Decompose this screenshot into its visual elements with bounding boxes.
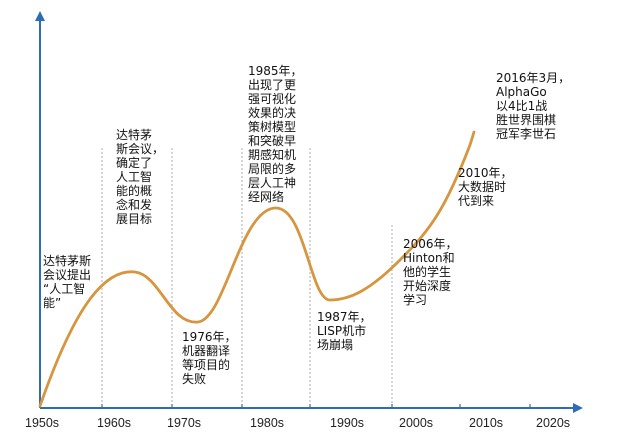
x-tick-label-1960s: 1960s xyxy=(97,416,131,430)
x-tick-label-2010s: 2010s xyxy=(469,416,503,430)
x-tick-label-2000s: 2000s xyxy=(399,416,433,430)
annotation-1976-translation-failure: 1976年， 机器翻译 等项目的 失败 xyxy=(182,330,237,386)
x-tick-label-1990s: 1990s xyxy=(330,416,364,430)
x-tick-label-1970s: 1970s xyxy=(167,416,201,430)
annotation-2010-big-data: 2010年， 大数据时 代到来 xyxy=(458,166,513,208)
annotation-1987-lisp-collapse: 1987年， LISP机市 场崩塌 xyxy=(317,310,372,352)
ai-development-curve xyxy=(38,130,476,408)
x-tick-label-1950s: 1950s xyxy=(25,416,59,430)
annotation-1956-dartmouth-proposal: 达特茅斯 会议提出 “人工智 能” xyxy=(43,254,92,310)
annotation-2006-deep-learning: 2006年， Hinton和 他的学生 开始深度 学习 xyxy=(403,237,458,307)
annotation-2016-alphago: 2016年3月， AlphaGo 以4比1战 胜世界围棋 冠军李世石 xyxy=(496,71,571,141)
x-tick-label-1980s: 1980s xyxy=(250,416,284,430)
x-tick-label-2020s: 2020s xyxy=(536,416,570,430)
annotation-dartmouth-concept: 达特茅 斯会议， 确定了 人工智 能的概 念和发 展目标 xyxy=(116,128,165,226)
annotation-1985-neural-networks: 1985年， 出现了更 强可视化 效果的决 策树模型 和突破早 期感知机 局限的… xyxy=(248,64,303,204)
